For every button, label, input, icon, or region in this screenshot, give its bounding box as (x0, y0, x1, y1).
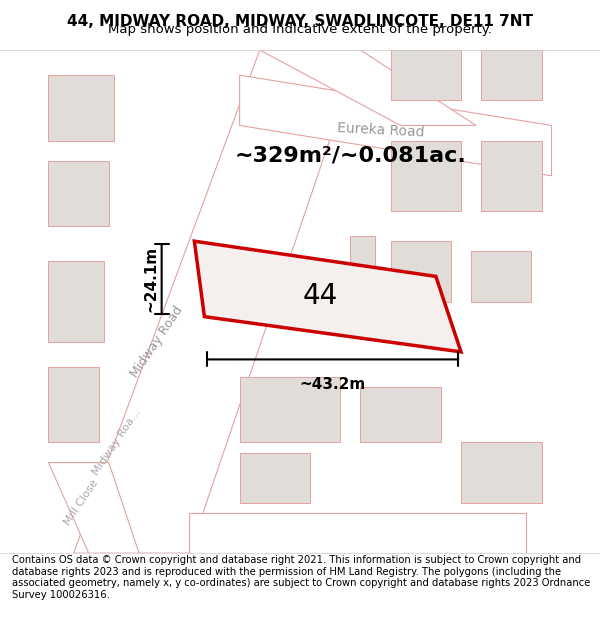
Text: ~43.2m: ~43.2m (299, 377, 366, 392)
Text: Contains OS data © Crown copyright and database right 2021. This information is : Contains OS data © Crown copyright and d… (12, 555, 590, 600)
Text: 44: 44 (302, 281, 338, 309)
Polygon shape (49, 161, 109, 226)
Polygon shape (391, 141, 461, 211)
Text: 44, MIDWAY ROAD, MIDWAY, SWADLINCOTE, DE11 7NT: 44, MIDWAY ROAD, MIDWAY, SWADLINCOTE, DE… (67, 14, 533, 29)
Polygon shape (481, 141, 542, 211)
Text: ~329m²/~0.081ac.: ~329m²/~0.081ac. (235, 146, 466, 166)
Polygon shape (461, 442, 542, 503)
Polygon shape (391, 241, 451, 301)
Text: Midway Roa...: Midway Roa... (91, 408, 142, 478)
Polygon shape (49, 367, 99, 442)
Polygon shape (194, 241, 461, 352)
Text: Eureka Road: Eureka Road (337, 121, 424, 140)
Text: Map shows position and indicative extent of the property.: Map shows position and indicative extent… (108, 23, 492, 36)
Polygon shape (361, 387, 441, 442)
Polygon shape (49, 75, 114, 141)
Text: Midway Road: Midway Road (128, 304, 185, 380)
Polygon shape (481, 50, 542, 100)
Polygon shape (471, 251, 532, 301)
Polygon shape (190, 513, 526, 553)
Polygon shape (239, 75, 551, 176)
Polygon shape (49, 462, 139, 553)
Text: Mill Close: Mill Close (62, 478, 100, 528)
Polygon shape (239, 452, 310, 503)
Polygon shape (49, 261, 104, 342)
Polygon shape (74, 50, 361, 553)
Polygon shape (391, 50, 461, 100)
Polygon shape (260, 50, 476, 126)
Text: ~24.1m: ~24.1m (143, 246, 158, 312)
Polygon shape (239, 377, 340, 442)
Polygon shape (350, 236, 376, 266)
